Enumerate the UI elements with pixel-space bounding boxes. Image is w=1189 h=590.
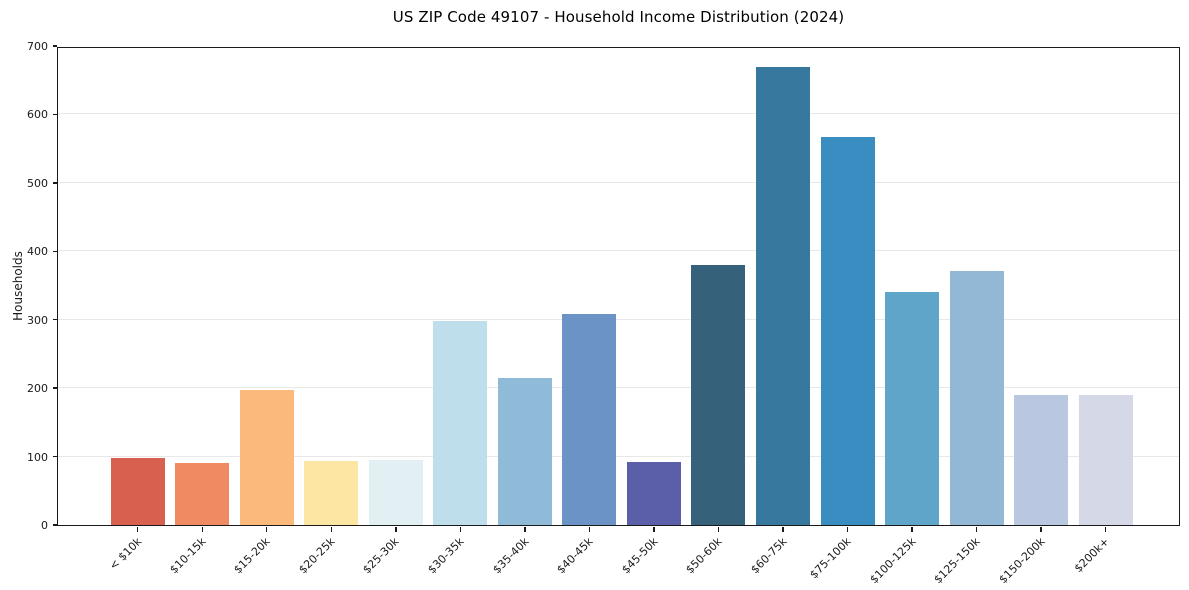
bar [497, 377, 552, 525]
x-tick-label: $200k+ [1071, 535, 1112, 576]
x-tick-label: $20-25k [296, 535, 338, 577]
y-tick-mark [52, 250, 57, 252]
y-tick-mark [52, 455, 57, 458]
x-tick-mark [588, 527, 591, 532]
bar [820, 137, 875, 525]
chart-title: US ZIP Code 49107 - Household Income Dis… [392, 8, 845, 26]
gridline [58, 387, 1179, 389]
x-tick-label: $60-75k [747, 535, 790, 577]
gridline [58, 113, 1179, 115]
x-tick-mark [846, 527, 849, 532]
y-tick-mark [52, 319, 57, 321]
bar [304, 461, 359, 525]
x-tick-mark [1040, 527, 1042, 532]
x-tick-mark [975, 527, 978, 532]
y-tick-label: 500 [27, 176, 48, 190]
bar [1078, 395, 1133, 525]
bar [949, 271, 1004, 525]
x-tick-label: $40-45k [554, 535, 596, 577]
y-tick-mark [52, 113, 57, 116]
x-tick-label: $75-100k [807, 535, 854, 582]
x-tick-mark [330, 527, 332, 532]
y-tick-label: 200 [27, 382, 48, 396]
x-tick-mark [782, 527, 784, 532]
bar [1014, 395, 1069, 525]
y-tick-label: 300 [27, 313, 48, 327]
plot-area [52, 45, 1180, 532]
bar [885, 292, 940, 525]
x-tick-mark [395, 527, 397, 532]
gridline [58, 250, 1179, 252]
gridline [58, 318, 1179, 320]
x-tick-label: $45-50k [618, 535, 661, 577]
y-tick-label: 700 [27, 40, 48, 53]
bar [626, 462, 681, 525]
x-tick-mark [459, 527, 462, 532]
bar [691, 264, 746, 525]
x-tick-label: $15-20k [231, 535, 273, 577]
bar [110, 457, 165, 525]
x-tick-label: $50-60k [683, 535, 725, 577]
x-tick-label: $150-200k [996, 535, 1048, 587]
bar [756, 66, 810, 525]
y-tick-mark [52, 45, 57, 47]
x-tick-mark [911, 527, 913, 532]
x-tick-mark [1104, 527, 1107, 532]
y-tick-mark [52, 524, 57, 526]
y-tick-mark [52, 387, 57, 389]
x-tick-label: $30-35k [425, 535, 467, 577]
x-tick-label: $25-30k [360, 535, 403, 577]
bar [368, 460, 423, 525]
x-tick-mark [524, 527, 526, 532]
x-tick-mark [201, 527, 203, 532]
x-tick-label: $125-150k [931, 535, 983, 587]
bar [239, 389, 294, 525]
x-tick-mark [717, 527, 720, 532]
x-tick-label: $10-15k [167, 535, 209, 577]
gridline [58, 455, 1179, 457]
bar [175, 463, 230, 525]
x-tick-mark [266, 527, 268, 532]
gridline [58, 181, 1179, 183]
x-tick-label: $100-125k [867, 535, 919, 587]
y-tick-label: 0 [41, 519, 48, 532]
bar [562, 314, 617, 525]
x-tick-mark [653, 527, 655, 532]
y-tick-mark [52, 182, 57, 184]
y-tick-label: 600 [27, 108, 48, 122]
x-tick-label: < $10k [106, 535, 144, 573]
bar [433, 321, 488, 525]
x-tick-mark [137, 527, 139, 532]
y-tick-label: 400 [27, 245, 48, 259]
y-tick-label: 100 [27, 450, 48, 464]
y-axis-label: Households [11, 251, 25, 321]
x-tick-label: $35-40k [489, 535, 532, 577]
